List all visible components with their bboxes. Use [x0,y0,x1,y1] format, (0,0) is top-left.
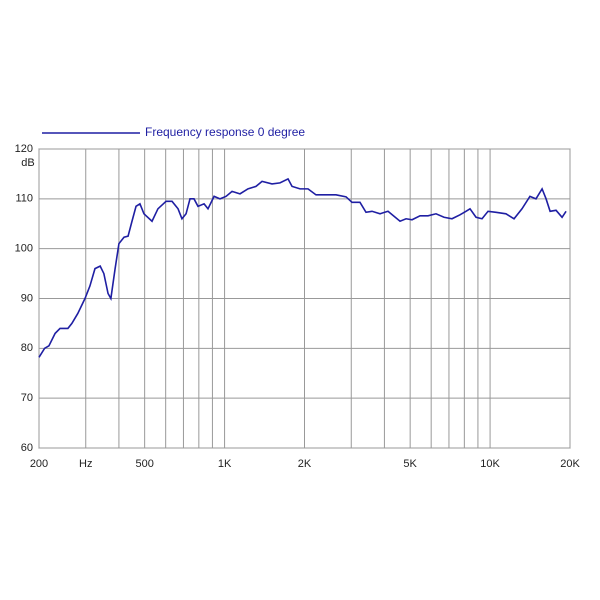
y-tick-label: 110 [15,193,33,205]
x-tick-label: 10K [480,458,500,470]
x-tick-label: 1K [218,458,232,470]
x-tick-label: 20K [560,458,580,470]
y-tick-label: 60 [21,442,33,454]
x-tick-label: 200 [30,458,48,470]
x-tick-label: 5K [403,458,417,470]
y-tick-label: 90 [21,292,33,304]
y-tick-label: 70 [21,392,33,404]
y-tick-label: 80 [21,342,33,354]
y-tick-label: 120 [15,143,33,155]
series-line [38,177,567,358]
legend-label: Frequency response 0 degree [145,125,305,139]
y-tick-label: 100 [15,243,33,255]
x-tick-label: Hz [79,458,92,470]
y-unit: dB [21,157,34,169]
x-tick-label: 2K [298,458,312,470]
x-tick-label: 500 [135,458,153,470]
